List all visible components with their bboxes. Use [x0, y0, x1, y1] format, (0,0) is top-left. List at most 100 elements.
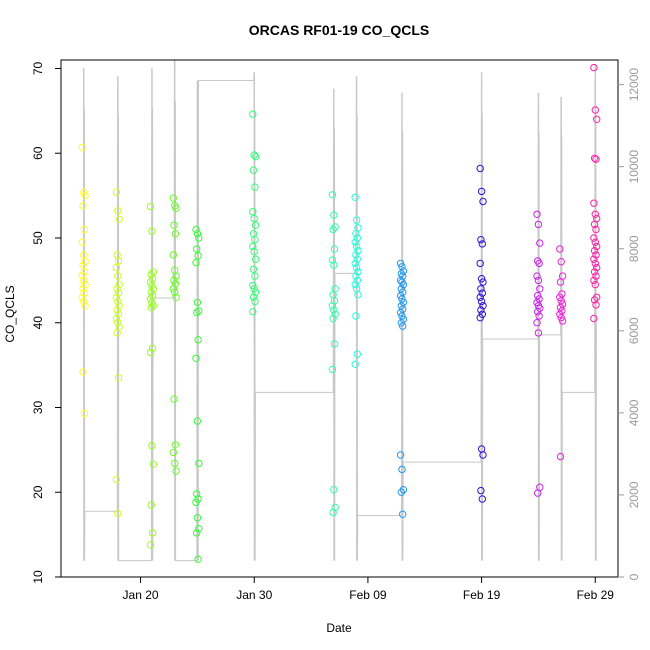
data-point [396, 451, 405, 459]
data-point [593, 115, 601, 124]
data-point [352, 263, 361, 272]
series-group [396, 259, 408, 518]
data-point [397, 319, 405, 327]
data-point [534, 276, 543, 285]
data-point [534, 489, 542, 497]
data-point [536, 285, 544, 293]
data-point [80, 225, 89, 234]
data-point [80, 276, 88, 285]
data-point [114, 257, 123, 265]
x-tick-label: Jan 20 [123, 588, 159, 602]
data-point [195, 307, 203, 315]
data-point [330, 486, 338, 494]
data-point [399, 322, 407, 330]
data-point [112, 293, 121, 301]
data-point [329, 508, 337, 517]
data-point [533, 298, 541, 307]
y2-tick-label: 12000 [627, 68, 641, 102]
data-point [331, 223, 339, 231]
data-point [533, 210, 541, 219]
data-point [251, 288, 260, 296]
data-point [592, 251, 600, 259]
data-point [78, 143, 87, 152]
data-point [79, 368, 87, 376]
data-point [353, 255, 361, 263]
data-point [590, 268, 599, 276]
data-point [354, 268, 362, 276]
data-point [81, 302, 89, 310]
data-point [477, 297, 486, 306]
data-point [249, 230, 258, 238]
data-point [590, 199, 598, 207]
data-point [556, 278, 565, 286]
data-point [193, 230, 202, 238]
y-tick-label: 40 [31, 316, 45, 330]
data-point [172, 204, 180, 213]
series-group [78, 143, 89, 418]
data-point [591, 238, 599, 246]
data-point [556, 310, 564, 318]
data-point [351, 238, 359, 246]
data-point [112, 263, 121, 272]
data-point [249, 308, 257, 316]
data-point [479, 451, 487, 459]
data-point [169, 285, 178, 293]
data-point [146, 278, 155, 286]
data-point [115, 280, 123, 289]
data-point [556, 293, 564, 301]
data-point [331, 503, 339, 512]
data-point [330, 297, 339, 305]
data-point [79, 285, 87, 293]
data-point [193, 490, 201, 498]
series-group [476, 164, 487, 503]
data-point [171, 280, 180, 288]
y-tick-label: 70 [31, 61, 45, 75]
data-point [352, 251, 360, 259]
data-point [592, 272, 600, 280]
data-point [328, 365, 337, 374]
data-point [535, 259, 543, 268]
data-point [590, 234, 598, 242]
data-point [397, 488, 405, 496]
data-point [558, 317, 567, 325]
data-point [194, 336, 202, 344]
data-point [478, 289, 486, 297]
series-group [328, 191, 339, 517]
data-point [352, 242, 361, 251]
data-point [351, 193, 359, 202]
x-tick-label: Jan 30 [236, 588, 272, 602]
series-group [351, 193, 362, 368]
series-group [112, 188, 123, 518]
data-point [396, 259, 405, 268]
data-point [249, 110, 257, 118]
data-point [171, 230, 180, 238]
data-point [80, 409, 89, 418]
series-group [249, 110, 260, 316]
data-point [479, 302, 487, 310]
data-point [534, 220, 543, 229]
data-point [78, 293, 87, 301]
y-tick-label: 30 [31, 400, 45, 414]
data-point [330, 340, 339, 348]
y-tick-label: 20 [31, 485, 45, 499]
data-point [398, 465, 406, 474]
x-tick-label: Feb 29 [577, 588, 615, 602]
data-point [478, 240, 486, 248]
data-point [353, 276, 361, 285]
data-point [354, 247, 362, 255]
data-point [591, 259, 599, 268]
y2-tick-label: 10000 [627, 150, 641, 184]
data-point [193, 308, 201, 317]
data-point [590, 247, 599, 255]
altitude-line [83, 59, 597, 562]
y-tick-label: 10 [31, 570, 45, 584]
data-point [112, 314, 121, 323]
data-point [479, 278, 487, 286]
y-tick-label: 50 [31, 231, 45, 245]
data-point [331, 310, 339, 318]
data-point [399, 510, 407, 518]
data-point [557, 314, 565, 322]
data-point [249, 265, 258, 273]
data-point [534, 329, 543, 337]
data-point [147, 303, 155, 312]
